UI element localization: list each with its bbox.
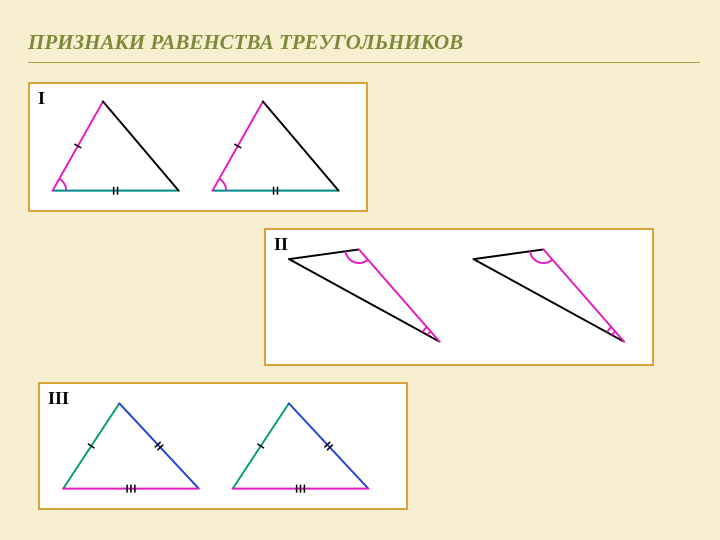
roman-1: I xyxy=(38,88,45,109)
roman-3: III xyxy=(48,388,69,409)
panel-criterion-2: II xyxy=(264,228,654,366)
roman-2: II xyxy=(274,234,288,255)
title-rule xyxy=(28,62,700,63)
panel-criterion-1: I xyxy=(28,82,368,212)
panel-criterion-3: III xyxy=(38,382,408,510)
page-title: ПРИЗНАКИ РАВЕНСТВА ТРЕУГОЛЬНИКОВ xyxy=(28,30,463,55)
